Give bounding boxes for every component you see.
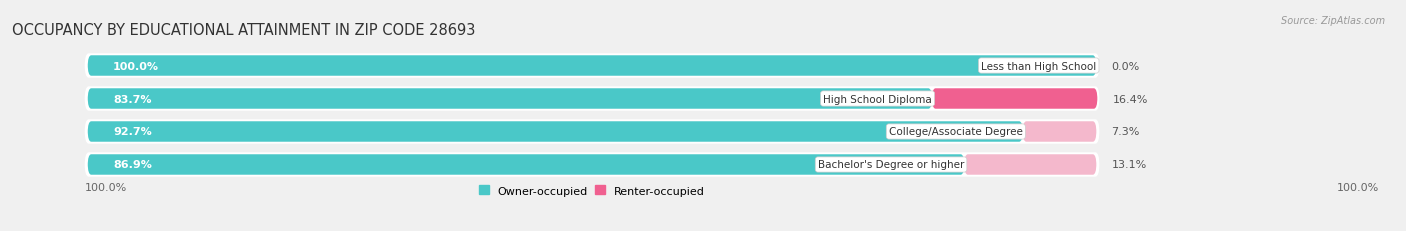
FancyBboxPatch shape bbox=[84, 54, 1099, 78]
Text: OCCUPANCY BY EDUCATIONAL ATTAINMENT IN ZIP CODE 28693: OCCUPANCY BY EDUCATIONAL ATTAINMENT IN Z… bbox=[13, 23, 475, 38]
FancyBboxPatch shape bbox=[965, 155, 1097, 175]
Text: 100.0%: 100.0% bbox=[112, 61, 159, 71]
FancyBboxPatch shape bbox=[84, 120, 1099, 144]
FancyBboxPatch shape bbox=[84, 153, 1099, 177]
Text: Less than High School: Less than High School bbox=[981, 61, 1097, 71]
Legend: Owner-occupied, Renter-occupied: Owner-occupied, Renter-occupied bbox=[479, 186, 704, 196]
FancyBboxPatch shape bbox=[932, 89, 1098, 109]
FancyBboxPatch shape bbox=[87, 56, 1097, 76]
FancyBboxPatch shape bbox=[87, 155, 965, 175]
Text: 92.7%: 92.7% bbox=[112, 127, 152, 137]
Text: 16.4%: 16.4% bbox=[1112, 94, 1147, 104]
Text: 86.9%: 86.9% bbox=[112, 160, 152, 170]
FancyBboxPatch shape bbox=[87, 122, 1022, 142]
FancyBboxPatch shape bbox=[87, 89, 932, 109]
Text: High School Diploma: High School Diploma bbox=[824, 94, 932, 104]
Text: 0.0%: 0.0% bbox=[1112, 61, 1140, 71]
Text: 100.0%: 100.0% bbox=[1337, 182, 1379, 192]
Text: Bachelor's Degree or higher: Bachelor's Degree or higher bbox=[818, 160, 965, 170]
Text: 100.0%: 100.0% bbox=[84, 182, 127, 192]
Text: 7.3%: 7.3% bbox=[1112, 127, 1140, 137]
Text: College/Associate Degree: College/Associate Degree bbox=[889, 127, 1022, 137]
Text: Source: ZipAtlas.com: Source: ZipAtlas.com bbox=[1281, 16, 1385, 26]
Text: 13.1%: 13.1% bbox=[1112, 160, 1147, 170]
FancyBboxPatch shape bbox=[1022, 122, 1097, 142]
Text: 83.7%: 83.7% bbox=[112, 94, 152, 104]
FancyBboxPatch shape bbox=[84, 87, 1099, 111]
